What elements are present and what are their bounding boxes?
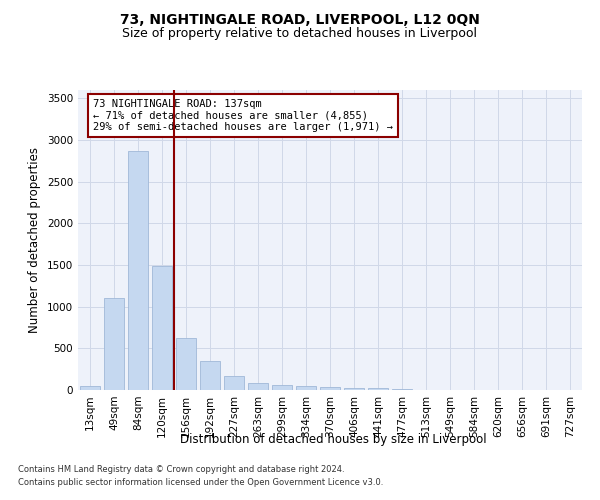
Y-axis label: Number of detached properties: Number of detached properties [28, 147, 41, 333]
Text: 73, NIGHTINGALE ROAD, LIVERPOOL, L12 0QN: 73, NIGHTINGALE ROAD, LIVERPOOL, L12 0QN [120, 12, 480, 26]
Bar [368, 388, 388, 390]
Bar [392, 389, 412, 390]
Text: Distribution of detached houses by size in Liverpool: Distribution of detached houses by size … [179, 432, 487, 446]
Bar [296, 386, 316, 390]
Bar [80, 386, 100, 390]
Bar [320, 387, 340, 390]
Bar [344, 388, 364, 390]
Text: 73 NIGHTINGALE ROAD: 137sqm
← 71% of detached houses are smaller (4,855)
29% of : 73 NIGHTINGALE ROAD: 137sqm ← 71% of det… [93, 99, 393, 132]
Bar [248, 382, 268, 390]
Text: Contains HM Land Registry data © Crown copyright and database right 2024.: Contains HM Land Registry data © Crown c… [18, 466, 344, 474]
Bar [128, 151, 148, 390]
Bar [152, 266, 172, 390]
Bar [224, 376, 244, 390]
Bar [176, 338, 196, 390]
Text: Size of property relative to detached houses in Liverpool: Size of property relative to detached ho… [122, 28, 478, 40]
Text: Contains public sector information licensed under the Open Government Licence v3: Contains public sector information licen… [18, 478, 383, 487]
Bar [272, 386, 292, 390]
Bar [200, 361, 220, 390]
Bar [104, 298, 124, 390]
